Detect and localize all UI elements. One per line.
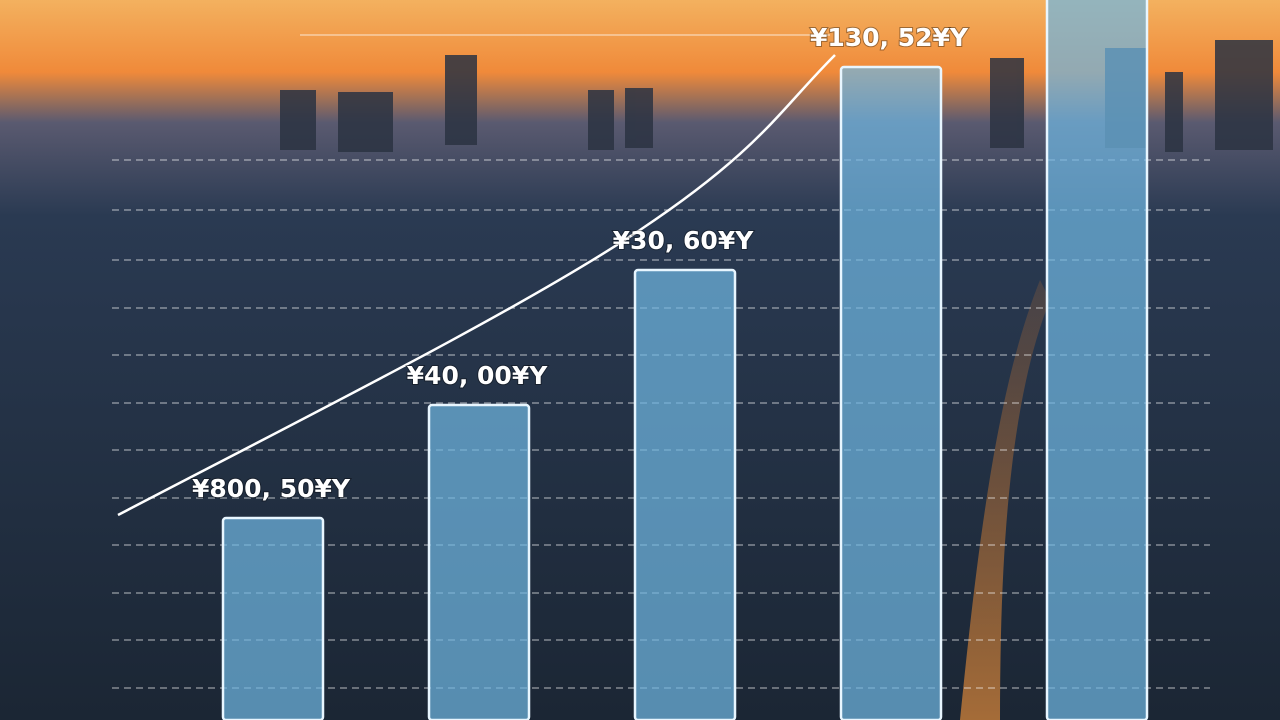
bar xyxy=(1045,0,1149,720)
bar xyxy=(427,403,531,720)
bar-annotation: ¥800, 50¥Y xyxy=(192,474,351,503)
bar-annotation: ¥30, 60¥Y xyxy=(613,226,755,255)
bar-annotation: ¥130, 52¥Y xyxy=(810,23,969,52)
bar-annotation: ¥40, 00¥Y xyxy=(407,361,549,390)
road-glow xyxy=(960,280,1050,720)
bar xyxy=(221,516,325,720)
labels: ¥800, 50¥Y ¥40, 00¥Y ¥30, 60¥Y ¥130, 52¥Y xyxy=(191,22,970,504)
bar xyxy=(633,268,737,720)
trend-line xyxy=(117,54,836,517)
bars xyxy=(221,0,1149,720)
bar xyxy=(839,65,943,720)
